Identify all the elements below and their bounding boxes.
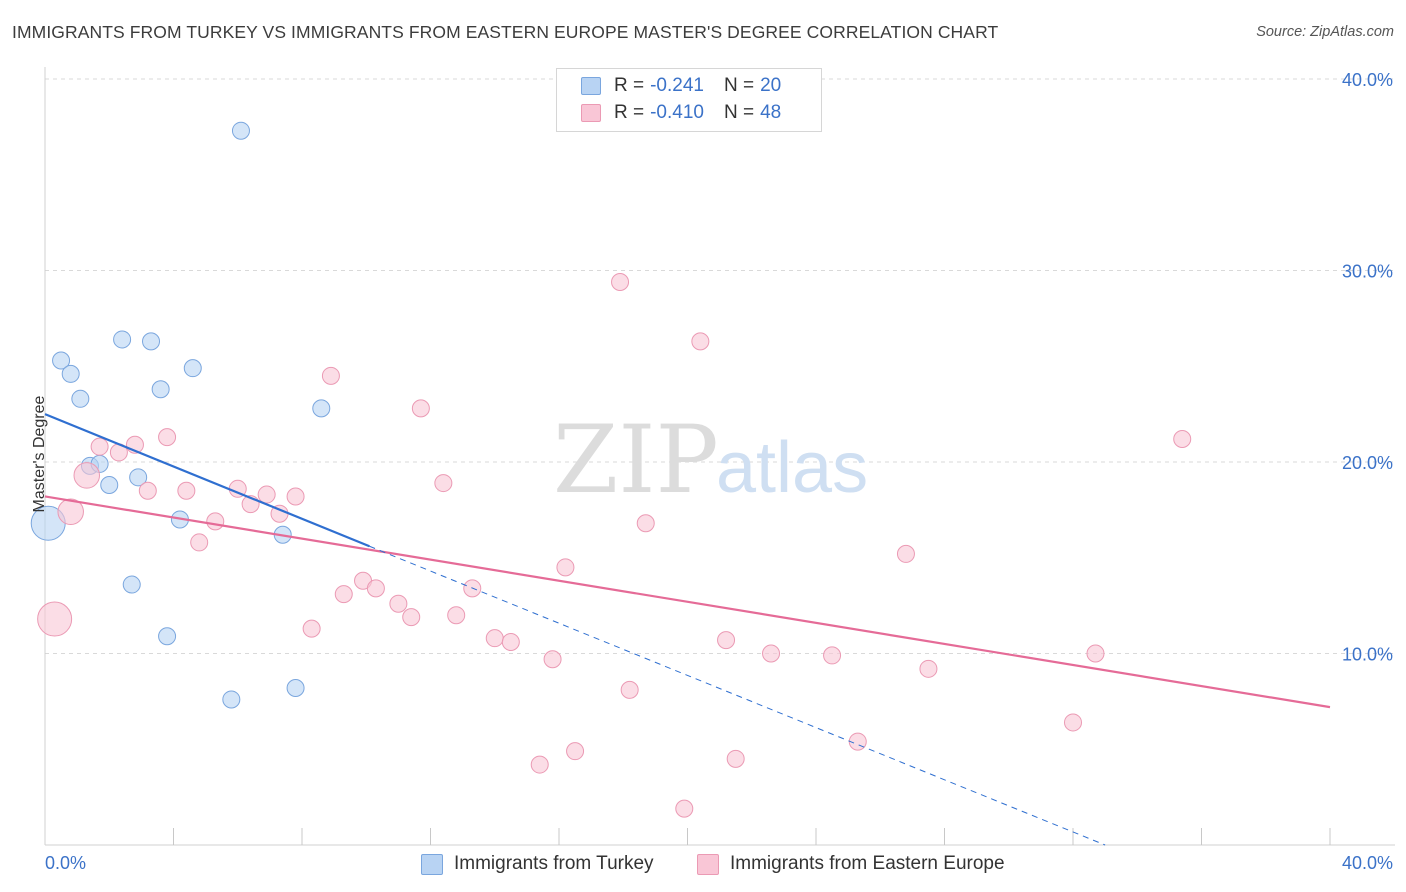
point-eastern-europe	[566, 742, 585, 761]
point-eastern-europe	[138, 481, 157, 500]
point-eastern-europe	[823, 646, 842, 665]
point-eastern-europe	[177, 481, 196, 500]
point-turkey	[222, 690, 241, 709]
bottom-legend-turkey: Immigrants from Turkey	[421, 852, 654, 876]
point-eastern-europe	[434, 474, 453, 493]
point-eastern-europe	[447, 606, 466, 625]
trendline-turkey-extension	[369, 545, 1106, 846]
y-tick-label: 20.0%	[1342, 453, 1393, 473]
point-eastern-europe	[37, 601, 73, 637]
point-eastern-europe	[762, 644, 781, 663]
point-eastern-europe	[530, 755, 549, 774]
legend-r-label: R =	[614, 75, 645, 96]
point-turkey	[129, 468, 148, 487]
point-eastern-europe	[389, 594, 408, 613]
point-turkey	[151, 380, 170, 399]
legend-n-label: N =	[723, 102, 755, 123]
axes	[44, 67, 1395, 846]
legend-n-value: 20	[760, 75, 782, 96]
x-tick-label: 0.0%	[45, 853, 86, 873]
point-eastern-europe	[691, 332, 710, 351]
point-turkey	[158, 627, 177, 646]
point-eastern-europe	[726, 749, 745, 768]
point-eastern-europe	[334, 585, 353, 604]
point-eastern-europe	[896, 544, 915, 563]
legend-swatch-pink	[581, 104, 601, 122]
point-eastern-europe	[321, 366, 340, 385]
point-turkey	[231, 121, 250, 140]
watermark-atlas: atlas	[716, 428, 868, 508]
point-turkey	[286, 678, 305, 697]
trendlines	[44, 413, 1331, 846]
chart-title: IMMIGRANTS FROM TURKEY VS IMMIGRANTS FRO…	[12, 22, 999, 42]
point-eastern-europe	[675, 799, 694, 818]
point-eastern-europe	[206, 512, 225, 531]
grid-lines	[45, 78, 1395, 654]
point-eastern-europe	[919, 659, 938, 678]
y-axis-label: Master's Degree	[31, 395, 48, 513]
point-eastern-europe	[190, 533, 209, 552]
point-eastern-europe	[73, 462, 101, 489]
point-eastern-europe	[411, 399, 430, 418]
trendline-turkey	[44, 413, 370, 548]
bottom-legend-label-eastern-europe: Immigrants from Eastern Europe	[730, 853, 1005, 874]
point-eastern-europe	[717, 631, 736, 650]
point-eastern-europe	[636, 514, 655, 533]
point-turkey	[122, 575, 141, 594]
correlation-legend: R = -0.241 N = 20 R = -0.410 N = 48	[556, 68, 822, 132]
point-eastern-europe	[90, 437, 109, 456]
point-eastern-europe	[302, 619, 321, 638]
point-eastern-europe	[1064, 713, 1082, 732]
point-turkey	[142, 332, 161, 351]
trendline-eastern-europe	[44, 495, 1331, 709]
point-eastern-europe	[402, 608, 421, 627]
point-eastern-europe	[286, 487, 305, 506]
tick-labels: 10.0% 20.0% 30.0% 40.0% 0.0% 40.0%	[45, 70, 1393, 873]
legend-row-eastern-europe: R = -0.410 N = 48	[581, 101, 781, 125]
source-credit: Source: ZipAtlas.com	[1256, 24, 1394, 40]
point-turkey	[52, 351, 71, 370]
point-turkey	[100, 475, 119, 494]
y-tick-label: 40.0%	[1342, 70, 1393, 90]
data-points	[30, 121, 1192, 818]
legend-swatch-blue	[581, 77, 601, 95]
point-eastern-europe	[1173, 430, 1192, 449]
x-tick-label: 40.0%	[1342, 853, 1393, 873]
point-turkey	[113, 330, 132, 349]
point-eastern-europe	[57, 498, 84, 526]
point-eastern-europe	[366, 579, 385, 598]
bottom-legend-label-turkey: Immigrants from Turkey	[454, 853, 654, 874]
point-eastern-europe	[485, 629, 504, 648]
point-eastern-europe	[556, 558, 575, 577]
point-eastern-europe	[848, 732, 867, 751]
legend-n-value: 48	[760, 102, 782, 123]
legend-r-value: -0.241	[650, 75, 704, 96]
point-eastern-europe	[1086, 644, 1105, 663]
point-eastern-europe	[543, 650, 562, 669]
legend-row-turkey: R = -0.241 N = 20	[581, 74, 781, 98]
bottom-legend-swatch-blue	[421, 853, 443, 875]
point-turkey	[71, 389, 90, 408]
watermark: ZIP atlas	[553, 406, 868, 515]
bottom-legend-eastern-europe: Immigrants from Eastern Europe	[697, 852, 1005, 876]
point-eastern-europe	[611, 272, 630, 291]
legend-r-label: R =	[614, 102, 645, 123]
point-eastern-europe	[620, 680, 639, 699]
legend-n-label: N =	[723, 75, 755, 96]
legend-r-value: -0.410	[650, 102, 704, 123]
y-tick-label: 30.0%	[1342, 262, 1393, 282]
y-tick-label: 10.0%	[1342, 645, 1393, 665]
point-turkey	[312, 399, 331, 418]
point-turkey	[183, 359, 202, 378]
point-eastern-europe	[158, 428, 177, 447]
point-eastern-europe	[501, 633, 520, 652]
bottom-legend-swatch-pink	[697, 853, 719, 875]
point-turkey	[61, 364, 80, 383]
point-eastern-europe	[257, 485, 276, 504]
watermark-zip: ZIP	[553, 406, 719, 515]
